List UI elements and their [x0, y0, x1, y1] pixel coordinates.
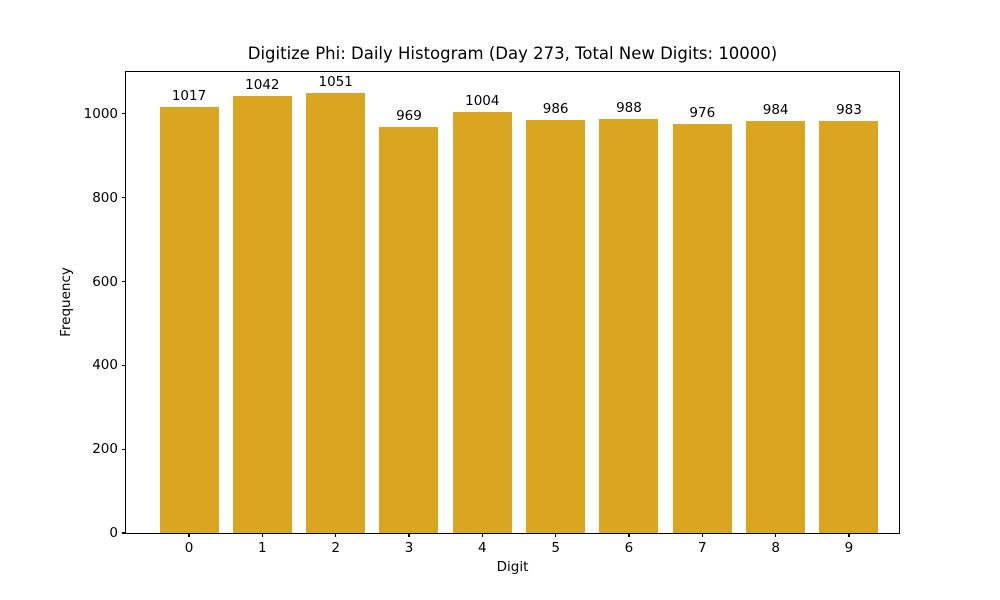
- y-tick-label: 800: [92, 189, 118, 206]
- x-tick-label: 5: [551, 540, 560, 556]
- x-tick-mark: [628, 533, 630, 537]
- x-tick-mark: [481, 533, 483, 537]
- x-tick-mark: [848, 533, 850, 537]
- bar-digit-3: [379, 126, 439, 533]
- bar-digit-1: [232, 96, 292, 533]
- bar-value-label: 1004: [465, 93, 500, 110]
- y-tick-label: 200: [92, 441, 118, 458]
- x-axis-label: Digit: [496, 559, 529, 575]
- x-tick-mark: [408, 533, 410, 537]
- y-tick-label: 1000: [83, 105, 118, 122]
- bar-value-label: 1051: [318, 73, 353, 90]
- y-tick-mark: [122, 448, 126, 450]
- bar-digit-5: [526, 119, 586, 533]
- bar-value-label: 1042: [245, 77, 280, 94]
- plot-area: 0 200 400 600 800 1000 1017 0 1042 1 1051 2 969 3 1004…: [84, 71, 900, 556]
- x-tick-label: 3: [404, 540, 414, 556]
- bar-value-label: 988: [616, 99, 642, 116]
- bar-digit-2: [306, 92, 366, 533]
- x-tick-mark: [701, 533, 703, 537]
- x-tick-label: 9: [844, 540, 854, 556]
- x-tick-mark: [555, 533, 557, 537]
- y-tick-mark: [122, 113, 126, 115]
- x-tick-label: 1: [258, 540, 267, 556]
- x-tick-label: 2: [331, 540, 340, 556]
- bar-digit-4: [452, 112, 512, 533]
- bar-value-label: 1017: [171, 87, 207, 104]
- x-tick-label: 8: [771, 540, 780, 556]
- x-tick-label: 4: [478, 540, 487, 556]
- bar-digit-8: [746, 120, 806, 533]
- bar-value-label: 984: [762, 101, 789, 118]
- y-tick-mark: [122, 197, 126, 199]
- bar-value-label: 983: [836, 102, 862, 119]
- x-tick-mark: [261, 533, 263, 537]
- bar-value-label: 976: [689, 104, 716, 121]
- y-tick-mark: [122, 280, 126, 283]
- chart-title: Digitize Phi: Daily Histogram (Day 273, …: [247, 44, 778, 63]
- x-tick-label: 0: [184, 540, 194, 556]
- y-tick-mark: [122, 364, 126, 366]
- bar-digit-6: [599, 118, 659, 533]
- y-tick-mark: [122, 532, 126, 534]
- bar-digit-9: [819, 121, 879, 533]
- y-tick-label: 600: [92, 273, 118, 290]
- bar-digit-0: [159, 106, 219, 533]
- y-tick-label: 400: [92, 357, 118, 374]
- x-tick-label: 6: [624, 540, 634, 556]
- x-tick-mark: [335, 533, 337, 537]
- y-axis-label: Frequency: [58, 267, 74, 337]
- x-tick-mark: [775, 533, 777, 537]
- x-tick-label: 7: [698, 540, 707, 556]
- bar-value-label: 969: [396, 107, 422, 124]
- x-tick-mark: [188, 533, 190, 537]
- bar-value-label: 986: [542, 100, 569, 117]
- y-tick-label: 0: [109, 525, 118, 541]
- bar-digit-7: [672, 123, 732, 533]
